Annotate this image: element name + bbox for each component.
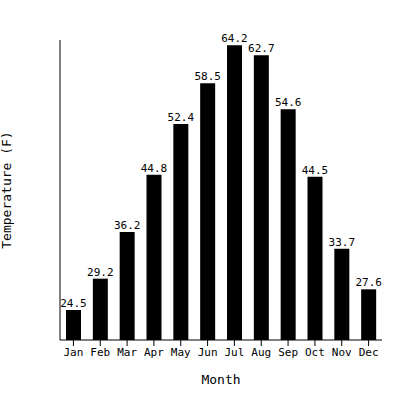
svg-text:52.4: 52.4	[168, 111, 195, 124]
svg-text:24.5: 24.5	[60, 297, 87, 310]
svg-text:44.5: 44.5	[302, 164, 329, 177]
svg-text:Feb: Feb	[90, 346, 110, 359]
svg-text:27.6: 27.6	[355, 276, 382, 289]
svg-text:54.6: 54.6	[275, 96, 302, 109]
svg-text:Dec: Dec	[359, 346, 379, 359]
svg-text:44.8: 44.8	[141, 162, 168, 175]
svg-text:64.2: 64.2	[221, 32, 248, 45]
svg-text:May: May	[171, 346, 191, 359]
svg-text:Sep: Sep	[278, 346, 298, 359]
svg-text:58.5: 58.5	[194, 70, 221, 83]
svg-text:29.2: 29.2	[87, 266, 114, 279]
svg-text:62.7: 62.7	[248, 42, 275, 55]
svg-text:Nov: Nov	[332, 346, 352, 359]
svg-text:Temperature (F): Temperature (F)	[8, 131, 14, 248]
svg-text:Aug: Aug	[251, 346, 271, 359]
svg-text:Jan: Jan	[63, 346, 83, 359]
svg-text:Apr: Apr	[144, 346, 164, 359]
svg-text:36.2: 36.2	[114, 219, 141, 232]
svg-text:33.7: 33.7	[329, 236, 356, 249]
svg-text:Month: Month	[201, 372, 240, 387]
svg-text:Oct: Oct	[305, 346, 325, 359]
svg-text:Jul: Jul	[224, 346, 244, 359]
svg-text:Jun: Jun	[198, 346, 218, 359]
svg-text:Mar: Mar	[117, 346, 137, 359]
